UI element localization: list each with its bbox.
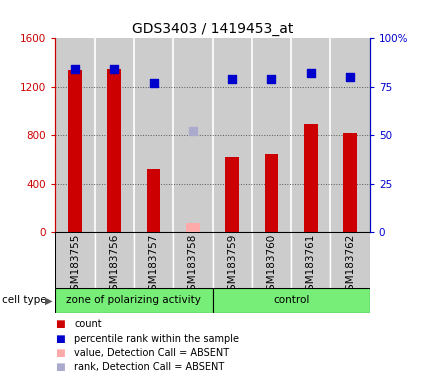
Bar bbox=[94, 38, 134, 232]
Bar bbox=[108, 69, 121, 232]
Point bbox=[347, 74, 354, 80]
Title: GDS3403 / 1419453_at: GDS3403 / 1419453_at bbox=[132, 22, 293, 36]
Point bbox=[307, 70, 314, 76]
Text: ■: ■ bbox=[55, 362, 65, 372]
Bar bbox=[186, 223, 200, 232]
Bar bbox=[225, 157, 239, 232]
Text: percentile rank within the sample: percentile rank within the sample bbox=[74, 334, 239, 344]
Point bbox=[268, 76, 275, 82]
Bar bbox=[212, 38, 252, 232]
Text: GSM183759: GSM183759 bbox=[227, 234, 237, 297]
Text: control: control bbox=[273, 295, 309, 306]
Text: ■: ■ bbox=[55, 334, 65, 344]
FancyBboxPatch shape bbox=[173, 232, 212, 288]
Text: GSM183760: GSM183760 bbox=[266, 234, 277, 297]
Bar bbox=[343, 133, 357, 232]
Point bbox=[190, 128, 196, 134]
Text: GSM183758: GSM183758 bbox=[188, 234, 198, 297]
FancyBboxPatch shape bbox=[252, 232, 291, 288]
Point bbox=[71, 66, 78, 73]
FancyBboxPatch shape bbox=[134, 232, 173, 288]
Text: GSM183757: GSM183757 bbox=[148, 234, 159, 297]
Text: cell type: cell type bbox=[2, 295, 47, 305]
Text: GSM183761: GSM183761 bbox=[306, 234, 316, 297]
Bar bbox=[265, 154, 278, 232]
Bar bbox=[134, 38, 173, 232]
Bar bbox=[147, 169, 160, 232]
Bar bbox=[330, 38, 370, 232]
FancyBboxPatch shape bbox=[55, 288, 212, 313]
Text: rank, Detection Call = ABSENT: rank, Detection Call = ABSENT bbox=[74, 362, 225, 372]
Bar bbox=[173, 38, 212, 232]
Bar bbox=[55, 38, 94, 232]
FancyBboxPatch shape bbox=[94, 232, 134, 288]
FancyBboxPatch shape bbox=[212, 232, 252, 288]
Bar bbox=[304, 124, 317, 232]
FancyBboxPatch shape bbox=[291, 232, 331, 288]
Point bbox=[229, 76, 235, 82]
Text: ▶: ▶ bbox=[45, 295, 52, 305]
FancyBboxPatch shape bbox=[331, 232, 370, 288]
Bar bbox=[291, 38, 330, 232]
Point bbox=[111, 66, 118, 73]
FancyBboxPatch shape bbox=[55, 232, 94, 288]
Text: GSM183762: GSM183762 bbox=[345, 234, 355, 297]
Text: ■: ■ bbox=[55, 319, 65, 329]
Text: ■: ■ bbox=[55, 348, 65, 358]
Text: value, Detection Call = ABSENT: value, Detection Call = ABSENT bbox=[74, 348, 230, 358]
Text: count: count bbox=[74, 319, 102, 329]
Point bbox=[150, 80, 157, 86]
Bar bbox=[252, 38, 291, 232]
FancyBboxPatch shape bbox=[212, 288, 370, 313]
Text: GSM183756: GSM183756 bbox=[109, 234, 119, 297]
Text: GSM183755: GSM183755 bbox=[70, 234, 80, 297]
Bar bbox=[68, 70, 82, 232]
Text: zone of polarizing activity: zone of polarizing activity bbox=[66, 295, 201, 306]
